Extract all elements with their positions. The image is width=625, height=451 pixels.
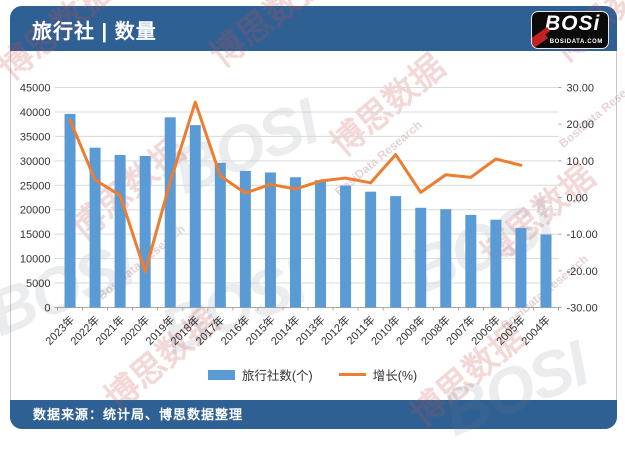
bar-2014年 — [289, 177, 301, 308]
bar-2021年 — [114, 154, 126, 308]
logo-domain-text: BOSIDATA.COM — [549, 39, 603, 45]
right-axis-tick: 0.00 — [567, 193, 588, 205]
right-axis-tick: -10.00 — [567, 229, 598, 241]
footer-bar — [10, 400, 617, 429]
bar-2004年 — [540, 234, 552, 308]
bar-2011年 — [365, 191, 377, 308]
right-axis-tick: 10.00 — [567, 156, 595, 168]
left-axis-tick: 45000 — [20, 83, 51, 95]
left-axis-tick: 10000 — [20, 254, 51, 266]
left-axis-tick: 15000 — [20, 229, 51, 241]
chart-plot: 0 5000 10000 15000 20000 25000 30000 35000 40000… — [20, 83, 598, 348]
bar-2013年 — [315, 180, 327, 308]
bar-2015年 — [264, 172, 276, 308]
bar-2006年 — [490, 219, 502, 308]
bar-2017年 — [214, 162, 226, 308]
bosidata-logo: BOSi BOSIDATA.COM — [531, 11, 609, 49]
right-axis-tick: 30.00 — [567, 83, 595, 95]
right-axis-tick: 20.00 — [567, 119, 595, 131]
right-axis-tick: -30.00 — [567, 303, 598, 315]
legend-item-line: 增长(%) — [338, 365, 418, 384]
bar-2016年 — [239, 170, 251, 308]
page-title: 旅行社 | 数量 — [32, 21, 157, 43]
bar-2005年 — [515, 228, 527, 308]
bar-2012年 — [340, 185, 352, 308]
left-axis-tick: 5000 — [26, 278, 50, 290]
bar-2009年 — [415, 207, 427, 308]
legend-line-label: 增长(%) — [372, 369, 418, 383]
foreground-layer: 旅行社 | 数量 BOSi BOSIDATA.COM 0 5000 10000 150… — [0, 11, 625, 422]
bar-2008年 — [440, 209, 452, 308]
left-axis-tick: 30000 — [20, 156, 51, 168]
logo-brand-text: BOSi — [545, 12, 601, 35]
legend-bar-label: 旅行社数(个) — [241, 369, 313, 383]
bar-2018年 — [189, 125, 201, 308]
legend-line-swatch — [338, 373, 366, 376]
bar-2022年 — [89, 147, 101, 308]
bar-2007年 — [465, 214, 477, 308]
legend-item-bars: 旅行社数(个) — [207, 365, 313, 384]
header-bar — [10, 6, 617, 51]
chart-card — [10, 6, 617, 429]
left-axis-tick: 20000 — [20, 205, 51, 217]
bar-2019年 — [164, 117, 176, 308]
bar-2023年 — [64, 113, 76, 308]
bar-2010年 — [390, 196, 402, 308]
data-source-note: 数据来源：统计局、博思数据整理 — [33, 407, 244, 422]
left-axis-tick: 40000 — [20, 107, 51, 119]
right-axis-tick: -20.00 — [567, 266, 598, 278]
legend-bar-swatch — [207, 369, 235, 380]
left-axis-tick: 0 — [44, 303, 50, 315]
left-axis-tick: 35000 — [20, 131, 51, 143]
chart-legend: 旅行社数(个) 增长(%) — [0, 365, 625, 384]
left-axis-tick: 25000 — [20, 180, 51, 192]
bar-2020年 — [139, 155, 151, 308]
growth-line — [68, 100, 523, 274]
